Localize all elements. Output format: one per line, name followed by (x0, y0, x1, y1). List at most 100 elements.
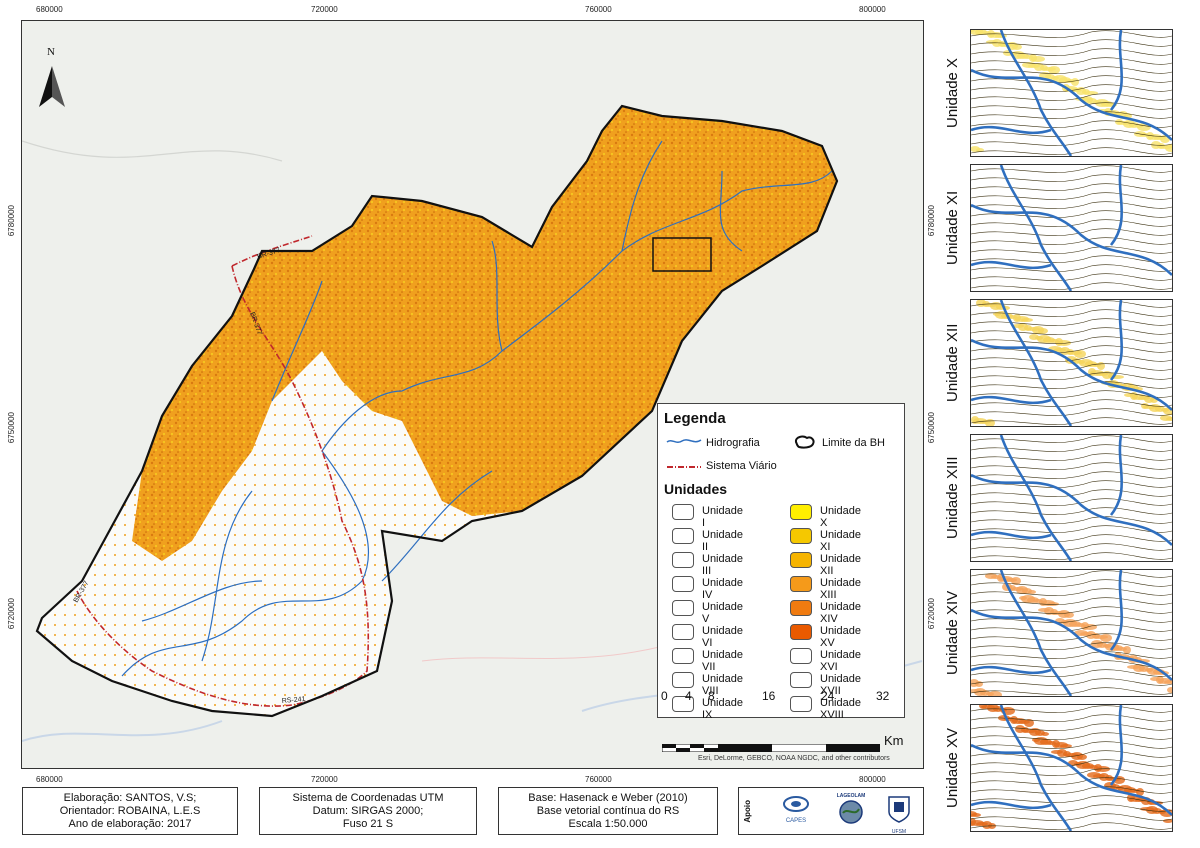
capes-logo-icon: CAPES (779, 795, 813, 824)
scale-bar: 0 4 8 16 24 32 (658, 689, 904, 717)
ufsm-logo-text: UFSM (891, 829, 907, 835)
unit-swatch (672, 528, 694, 544)
units-area (132, 106, 837, 561)
unit-label: Unidade XIV (820, 601, 861, 625)
boundary-legend-icon (794, 435, 815, 449)
map-svg: BR-377 BR-377 BR-377 RS-241 (22, 66, 923, 742)
x-tick-top-4: 800000 (859, 5, 886, 14)
unit-label: Unidade X (820, 505, 861, 529)
unit-label: Unidade III (702, 553, 743, 577)
crs-line-1: Sistema de Coordenadas UTM (292, 792, 444, 804)
y-tick-right-2: 6750000 (927, 412, 936, 444)
y-tick-left-2: 6750000 (7, 412, 16, 444)
panel-label: Unidade XV (944, 727, 961, 808)
unit-label: Unidade XVII (820, 673, 861, 697)
unit-label: Unidade IX (702, 697, 743, 721)
unit-swatch (672, 504, 694, 520)
legend: Legenda Hidrografia Limite da BH Sistema… (657, 403, 905, 721)
credits-box: Elaboração: SANTOS, V.S; Orientador: ROB… (22, 787, 238, 835)
x-tick-top-2: 720000 (311, 5, 338, 14)
panel-label: Unidade XII (944, 323, 961, 402)
unit-label: Unidade XVI (820, 649, 861, 673)
support-label: Apoio (743, 800, 752, 823)
unit-swatch (672, 672, 694, 688)
unit-label: Unidade XII (820, 553, 861, 577)
unit-swatch (790, 576, 812, 592)
unit-swatch (790, 648, 812, 664)
x-tick-top-3: 760000 (585, 5, 612, 14)
source-line-2: Base vetorial contínua do RS (536, 805, 680, 817)
rivers (121, 140, 833, 677)
scale-16: 16 (762, 689, 776, 703)
x-tick-top-1: 680000 (36, 5, 63, 14)
unit-swatch (672, 600, 694, 616)
source-line-1: Base: Hasenack e Weber (2010) (528, 792, 688, 804)
scale-0: 0 (661, 689, 668, 703)
credits-line-2: Orientador: ROBAINA, L.E.S (59, 805, 201, 817)
unit-swatch (790, 504, 812, 520)
unit-swatch (672, 624, 694, 640)
unit-label: Unidade XVIII (820, 697, 861, 721)
crs-line-3: Fuso 21 S (342, 818, 394, 830)
detail-panel (970, 704, 1173, 832)
detail-panel (970, 434, 1173, 562)
y-tick-right-1: 6780000 (927, 205, 936, 237)
lab-logo-icon: LAGEOLAM (831, 793, 871, 830)
unit-label: Unidade V (702, 601, 743, 625)
unit-label: Unidade XI (820, 529, 861, 553)
legend-roads-label: Sistema Viário (706, 460, 777, 472)
unit-swatch (672, 552, 694, 568)
coordinate-system-box: Sistema de Coordenadas UTM Datum: SIRGAS… (259, 787, 477, 835)
crs-line-2: Datum: SIRGAS 2000; (312, 805, 424, 817)
unit-label: Unidade II (702, 529, 743, 553)
unit-swatch (672, 648, 694, 664)
unit-swatch (790, 624, 812, 640)
unit-label: Unidade VIII (702, 673, 743, 697)
source-line-3: Escala 1:50.000 (568, 818, 648, 830)
unit-label: Unidade VII (702, 649, 743, 673)
unit-label: Unidade I (702, 505, 743, 529)
roads (76, 235, 370, 707)
credits-line-3: Ano de elaboração: 2017 (68, 818, 192, 830)
unit-swatch (790, 696, 812, 712)
x-tick-bottom-1: 680000 (36, 775, 63, 784)
legend-units-title: Unidades (664, 481, 728, 497)
lab-logo-text: LAGEOLAM (836, 793, 866, 799)
basin-boundary (35, 104, 839, 718)
north-label: N (47, 46, 55, 58)
x-tick-bottom-2: 720000 (311, 775, 338, 784)
unit-label: Unidade XIII (820, 577, 861, 601)
scale-bar-graphic (661, 739, 881, 753)
legend-hydro-label: Hidrografia (706, 437, 760, 449)
map-attribution: Esri, DeLorme, GEBCO, NOAA NGDC, and oth… (698, 755, 890, 762)
support-box: Apoio CAPES LAGEOLAM UFSM (738, 787, 924, 835)
unit-swatch (672, 576, 694, 592)
panel-label: Unidade XIV (944, 590, 961, 675)
panel-label: Unidade XIII (944, 456, 961, 539)
capes-logo-text: CAPES (785, 818, 807, 824)
credits-line-1: Elaboração: SANTOS, V.S; (63, 792, 197, 804)
detail-rectangle (652, 237, 712, 272)
detail-panel (970, 29, 1173, 157)
source-box: Base: Hasenack e Weber (2010) Base vetor… (498, 787, 718, 835)
unit-swatch (790, 552, 812, 568)
y-tick-left-1: 6780000 (7, 205, 16, 237)
unit-swatch (790, 528, 812, 544)
scale-8: 8 (708, 689, 715, 703)
legend-title: Legenda (664, 410, 726, 427)
unit-swatch (672, 696, 694, 712)
scale-4: 4 (685, 689, 692, 703)
map-canvas[interactable]: BR-377 BR-377 BR-377 RS-241 N Esri, DeLo… (21, 20, 924, 769)
hydro-legend-icon (666, 439, 702, 444)
panel-label: Unidade X (944, 57, 961, 128)
scale-32: 32 (876, 689, 890, 703)
y-tick-right-3: 6720000 (927, 598, 936, 630)
detail-panel (970, 299, 1173, 427)
scale-24: 24 (821, 689, 835, 703)
x-tick-bottom-4: 800000 (859, 775, 886, 784)
unit-label: Unidade IV (702, 577, 743, 601)
road-label-rs241: RS-241 (282, 696, 306, 705)
x-tick-bottom-3: 760000 (585, 775, 612, 784)
unit-label: Unidade XV (820, 625, 861, 649)
y-tick-left-3: 6720000 (7, 598, 16, 630)
